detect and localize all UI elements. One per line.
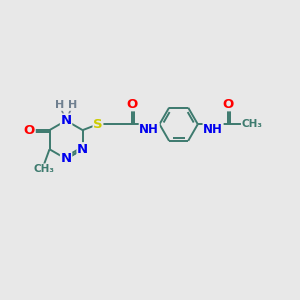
- Text: NH: NH: [203, 123, 223, 136]
- Text: NH: NH: [139, 123, 159, 136]
- Text: O: O: [24, 124, 35, 136]
- Text: N: N: [61, 152, 72, 165]
- Text: H: H: [55, 100, 64, 110]
- Text: S: S: [93, 118, 103, 131]
- Text: CH₃: CH₃: [33, 164, 54, 174]
- Text: N: N: [77, 143, 88, 156]
- Text: O: O: [223, 98, 234, 111]
- Text: H: H: [68, 100, 77, 110]
- Text: O: O: [127, 98, 138, 111]
- Text: CH₃: CH₃: [242, 119, 262, 129]
- Text: N: N: [61, 114, 72, 127]
